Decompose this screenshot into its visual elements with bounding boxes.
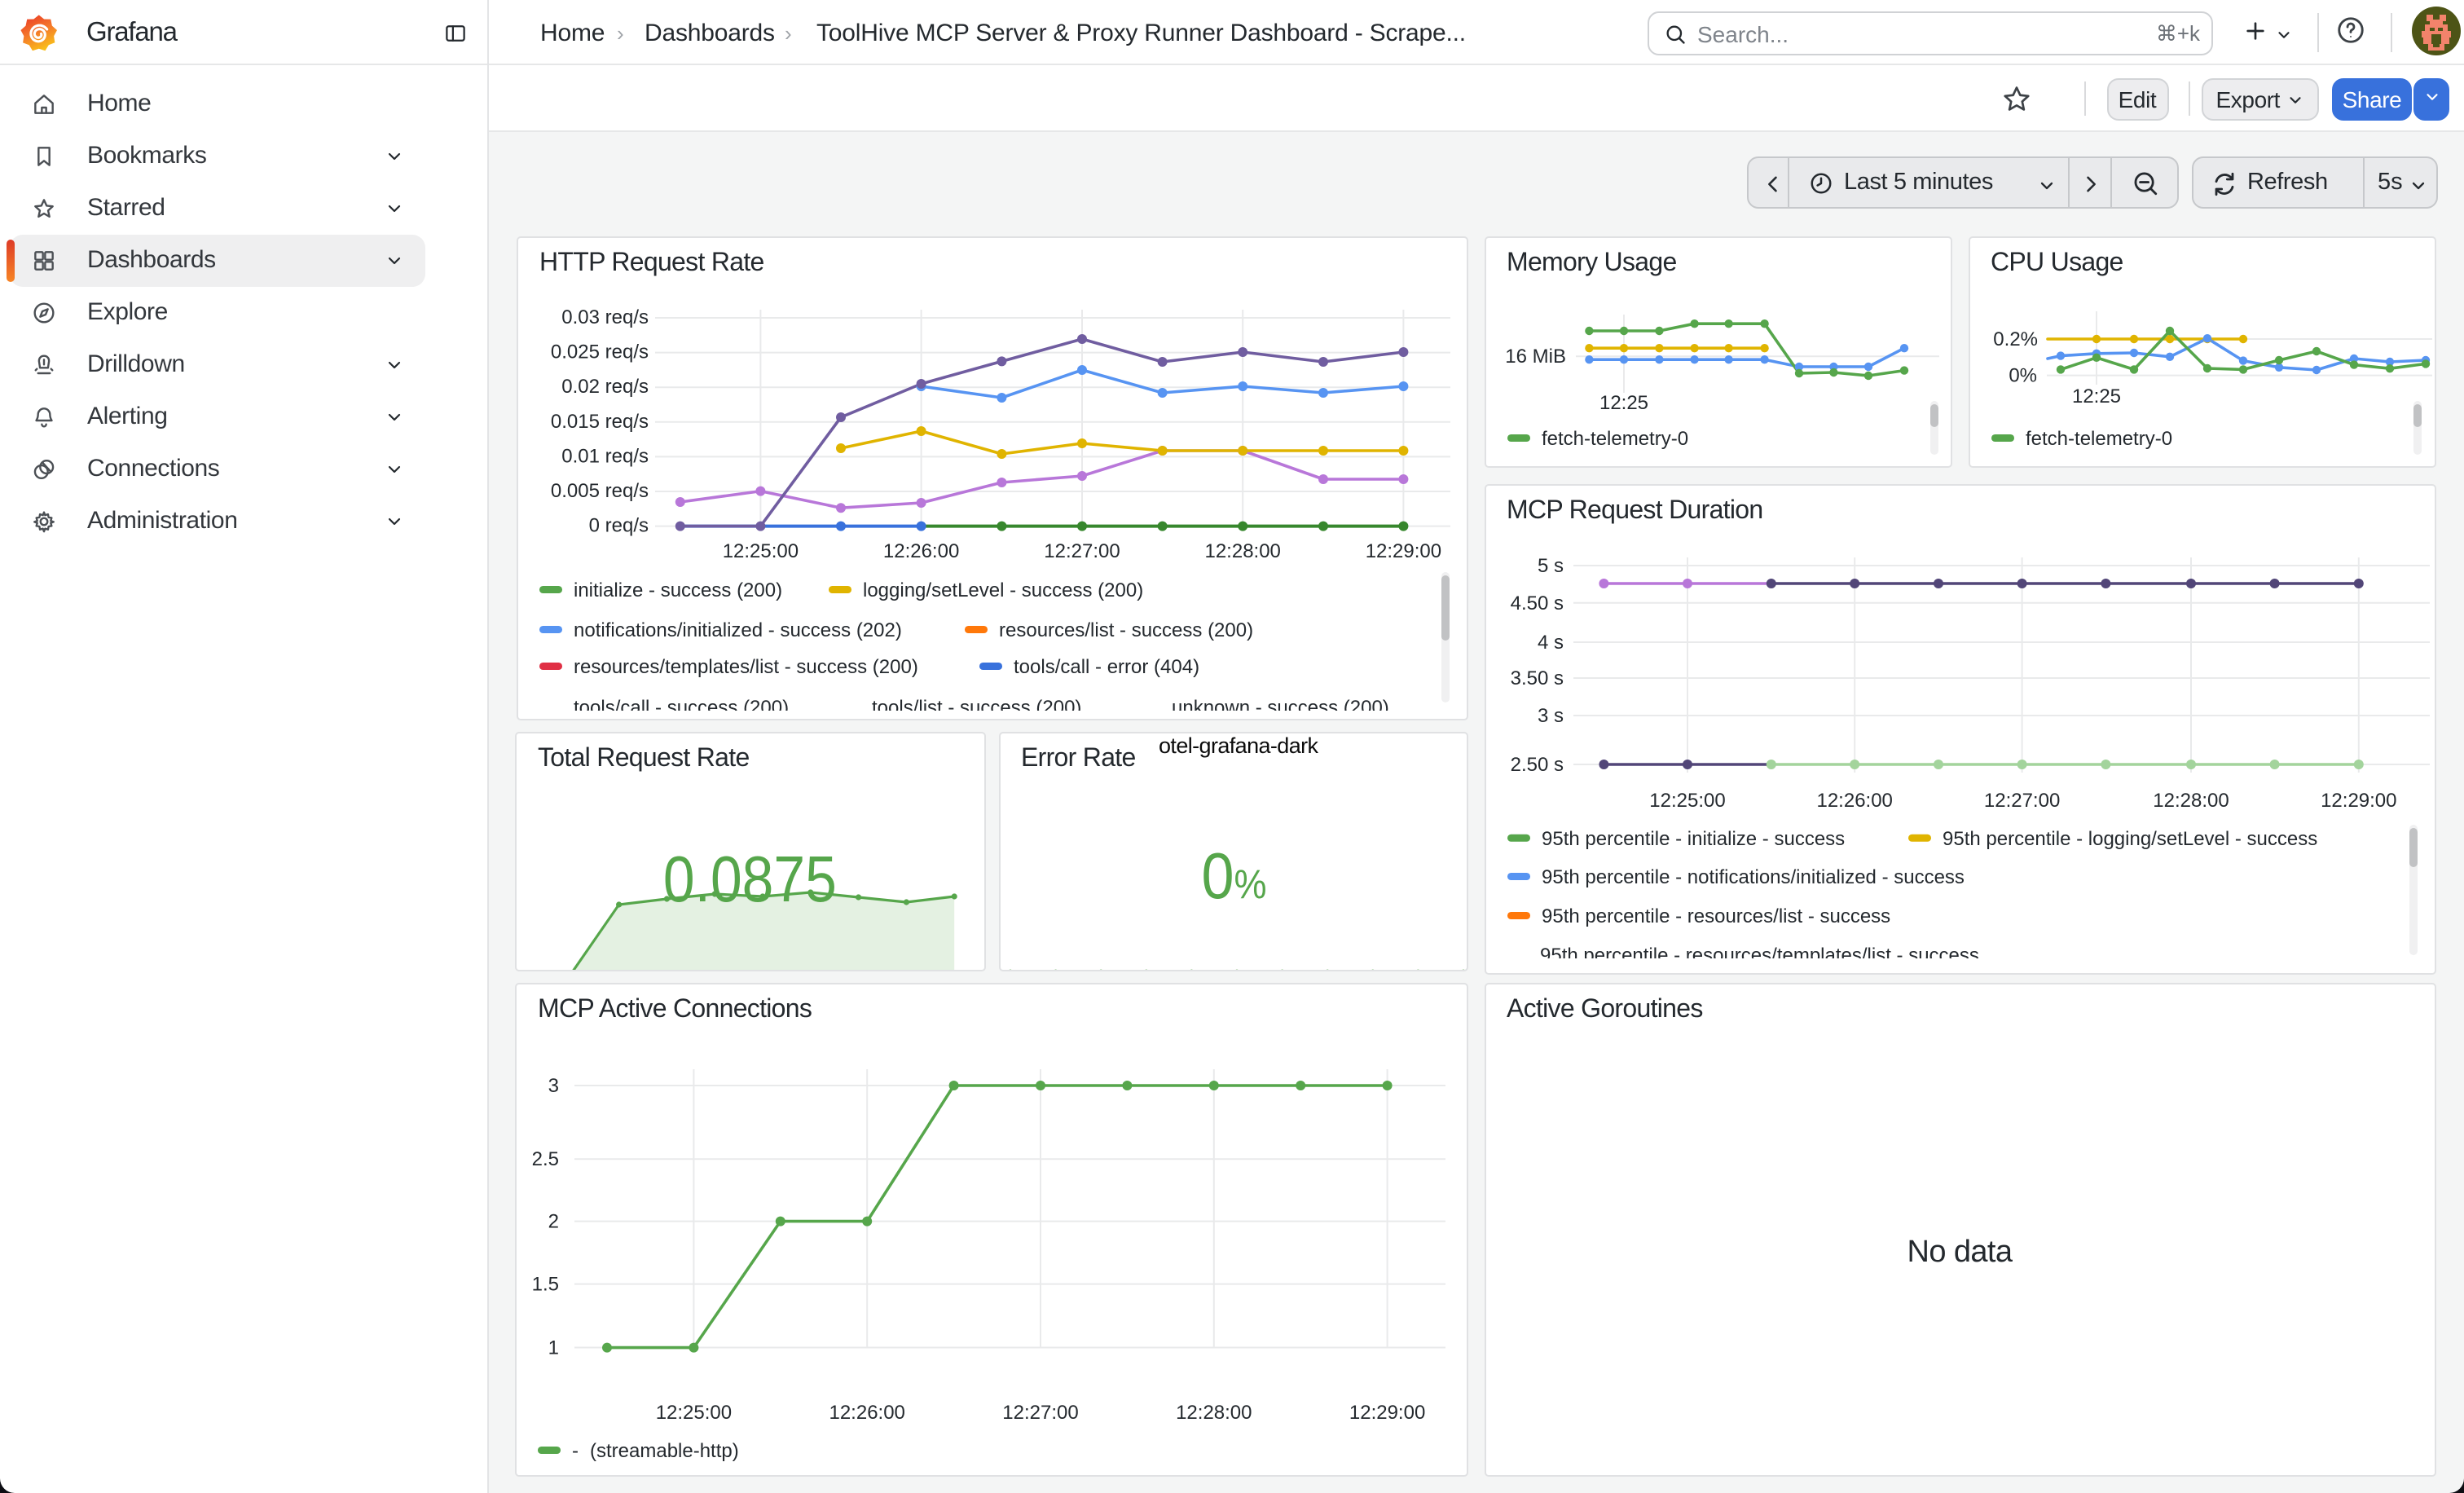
svg-text:12:27:00: 12:27:00: [1983, 790, 2059, 812]
svg-text:95th percentile - resources/li: 95th percentile - resources/list - succe…: [1541, 905, 1890, 927]
svg-text:12:25:00: 12:25:00: [723, 540, 799, 562]
svg-text:95th percentile - initialize -: 95th percentile - initialize - success: [1541, 828, 1844, 850]
svg-text:2.5: 2.5: [532, 1147, 559, 1169]
svg-text:16 MiB: 16 MiB: [1504, 346, 1565, 368]
svg-text:initialize - success (200): initialize - success (200): [574, 579, 782, 601]
svg-text:resources/list - success (200): resources/list - success (200): [999, 619, 1253, 641]
svg-text:4 s: 4 s: [1537, 632, 1563, 654]
svg-text:12:29:00: 12:29:00: [1366, 540, 1441, 562]
svg-text:fetch-telemetry-0: fetch-telemetry-0: [1541, 428, 1687, 450]
svg-text:12:28:00: 12:28:00: [2152, 790, 2228, 812]
svg-text:12:26:00: 12:26:00: [1815, 790, 1891, 812]
svg-text:0.02 req/s: 0.02 req/s: [561, 376, 649, 398]
svg-text:fetch-telemetry-0: fetch-telemetry-0: [2025, 428, 2171, 450]
svg-text:0.005 req/s: 0.005 req/s: [551, 480, 649, 502]
svg-text:12:25: 12:25: [2071, 385, 2120, 407]
svg-text:2: 2: [548, 1210, 559, 1232]
svg-text:0.025 req/s: 0.025 req/s: [551, 341, 649, 363]
svg-text:2.50 s: 2.50 s: [1510, 754, 1563, 776]
svg-text:12:27:00: 12:27:00: [1002, 1401, 1078, 1423]
svg-text:0%: 0%: [2008, 365, 2036, 387]
svg-text:12:26:00: 12:26:00: [883, 540, 959, 562]
svg-text:12:28:00: 12:28:00: [1204, 540, 1280, 562]
svg-text:5 s: 5 s: [1537, 555, 1563, 577]
svg-text:0.015 req/s: 0.015 req/s: [551, 411, 649, 433]
svg-text:95th percentile - notification: 95th percentile - notifications/initiali…: [1541, 866, 1964, 888]
svg-text:12:29:00: 12:29:00: [2320, 790, 2396, 812]
svg-text:tools/call - error (404): tools/call - error (404): [1014, 656, 1199, 678]
svg-text:(streamable-http): (streamable-http): [590, 1439, 739, 1461]
svg-text:12:26:00: 12:26:00: [829, 1401, 904, 1423]
svg-text:0.03 req/s: 0.03 req/s: [561, 306, 649, 328]
svg-text:12:25: 12:25: [1599, 392, 1648, 414]
svg-text:12:28:00: 12:28:00: [1176, 1401, 1252, 1423]
svg-text:12:25:00: 12:25:00: [1648, 790, 1724, 812]
svg-text:12:29:00: 12:29:00: [1349, 1401, 1425, 1423]
svg-text:3 s: 3 s: [1537, 705, 1563, 727]
svg-text:notifications/initialized - su: notifications/initialized - success (202…: [574, 619, 902, 641]
svg-text:95th percentile - logging/setL: 95th percentile - logging/setLevel - suc…: [1942, 828, 2317, 850]
svg-text:3.50 s: 3.50 s: [1510, 667, 1563, 689]
svg-text:1: 1: [548, 1337, 559, 1359]
svg-text:0.01 req/s: 0.01 req/s: [561, 445, 649, 467]
svg-text:1.5: 1.5: [532, 1273, 559, 1295]
svg-text:-: -: [572, 1439, 579, 1461]
svg-text:0.2%: 0.2%: [1992, 328, 2037, 350]
svg-text:0 req/s: 0 req/s: [589, 515, 649, 537]
svg-text:3: 3: [548, 1074, 559, 1096]
svg-text:4.50 s: 4.50 s: [1510, 592, 1563, 614]
svg-text:12:25:00: 12:25:00: [656, 1401, 732, 1423]
svg-text:resources/templates/list - suc: resources/templates/list - success (200): [574, 656, 918, 678]
svg-text:logging/setLevel - success (20: logging/setLevel - success (200): [863, 579, 1143, 601]
svg-text:12:27:00: 12:27:00: [1044, 540, 1120, 562]
